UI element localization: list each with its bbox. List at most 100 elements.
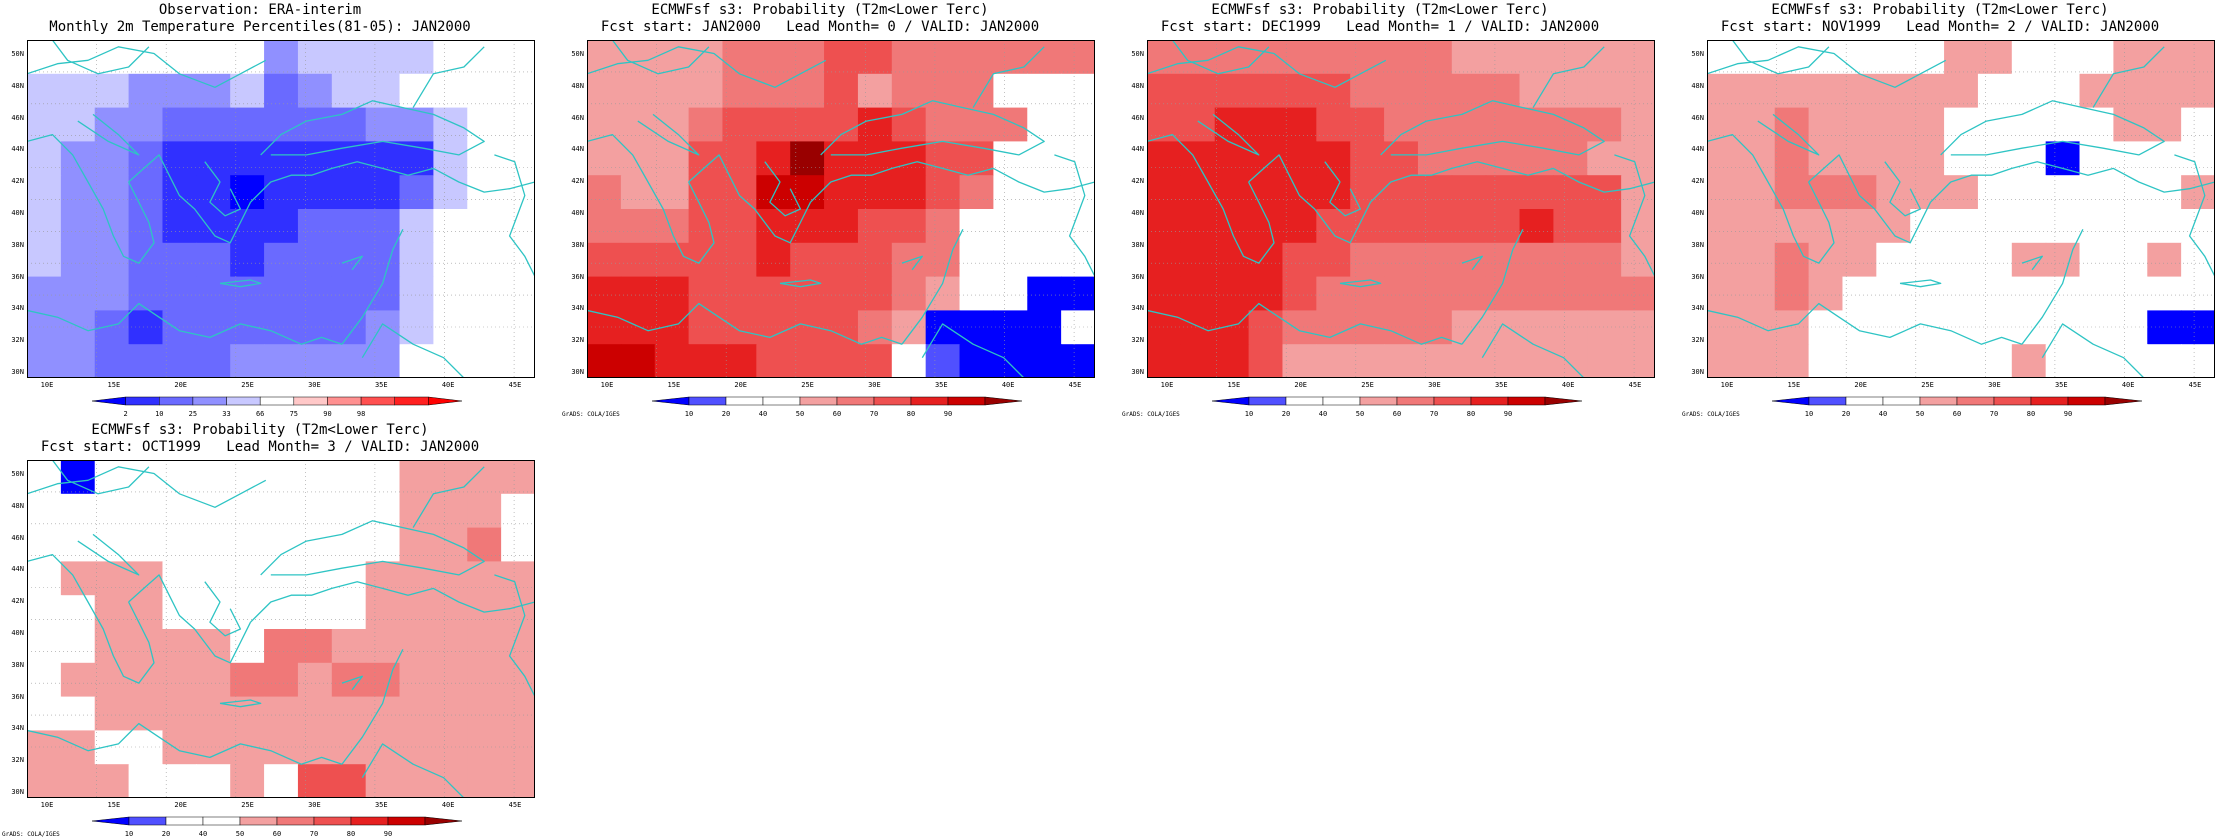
grid-cell: [128, 662, 164, 698]
grid-cell: [162, 730, 197, 765]
colorbar-segment: [2104, 396, 2143, 406]
grid-cell: [654, 242, 690, 278]
grid-cell: [1621, 276, 1655, 311]
grid-cell: [587, 344, 622, 378]
grid-cell: [399, 344, 434, 378]
grid-cell: [94, 527, 130, 562]
grid-cell: [433, 175, 468, 210]
lat-label: 48N: [1131, 81, 1144, 90]
grid-cell: [162, 493, 197, 529]
grid-cell: [433, 141, 468, 176]
grid-cell: [196, 527, 231, 562]
grid-cell: [2147, 276, 2182, 311]
coastline: [219, 279, 262, 288]
grid-cell: [587, 209, 622, 244]
map-panel-lead0: ECMWFsf s3: Probability (T2m<Lower Terc)…: [560, 0, 1120, 420]
grid-cell: [433, 527, 468, 562]
grid-cell: [230, 460, 265, 495]
lat-label: 40N: [11, 629, 24, 637]
grid-cell: [467, 561, 502, 596]
grid-cell: [2045, 242, 2081, 278]
grid-cell: [1384, 344, 1419, 378]
grid-cell: [399, 595, 434, 630]
coastline: [27, 133, 155, 264]
grid-cell: [433, 595, 468, 630]
coastline: [921, 323, 1025, 378]
lat-label: 50N: [1131, 50, 1144, 58]
coastline: [2021, 255, 2043, 271]
grid-cell: [925, 73, 961, 109]
grid-cell: [27, 276, 62, 311]
grid-cell: [1180, 344, 1216, 378]
grid-cell: [2011, 107, 2047, 142]
colorbar-label: 90: [944, 410, 952, 418]
grid-cell: [2011, 175, 2047, 210]
colorbar-label: 75: [290, 410, 298, 418]
grid-cell: [162, 40, 197, 75]
colorbar-segment: [984, 396, 1023, 406]
grid-cell: [60, 40, 96, 75]
grid-cell: [722, 107, 757, 142]
panel-title: Observation: ERA-interim: [158, 2, 362, 18]
lon-label: 10E: [40, 801, 54, 809]
grid-cell: [501, 73, 535, 109]
grid-cell: [297, 344, 333, 378]
grid-cell: [196, 276, 231, 311]
grid-cell: [128, 310, 164, 345]
grid-cell: [756, 209, 791, 244]
colorbar-segment: [91, 816, 130, 826]
colorbar-segment: [360, 396, 395, 406]
grid-cell: [824, 242, 859, 278]
lat-label: 32N: [11, 756, 24, 765]
lat-label: 32N: [1131, 336, 1144, 345]
grid-cell: [1587, 141, 1622, 176]
colorbar-label: 10: [155, 410, 163, 418]
grid-cell: [433, 493, 468, 529]
grid-cell: [1587, 242, 1622, 278]
grid-cell: [1061, 242, 1095, 278]
map-frame: [587, 40, 1095, 378]
grid-cell: [230, 764, 265, 798]
grid-cell: [1707, 73, 1742, 109]
grid-cell: [196, 629, 231, 664]
lat-label: 30N: [1131, 368, 1144, 376]
lat-label: 42N: [1691, 177, 1704, 186]
grid-cell: [1944, 242, 1979, 278]
grid-cell: [1519, 310, 1554, 345]
lat-label: 38N: [11, 240, 24, 249]
grid-cell: [196, 209, 231, 244]
colorbar-segment: [327, 396, 362, 406]
colorbar-segment: [428, 396, 463, 406]
lat-label: 30N: [11, 368, 24, 376]
lon-label: 45E: [508, 381, 522, 389]
grid-cell: [1621, 40, 1655, 75]
grid-cell: [688, 344, 724, 378]
grid-cell: [1977, 175, 2013, 210]
grid-cell: [2181, 175, 2215, 210]
coastline: [77, 533, 140, 576]
colorbar-label: 25: [189, 410, 197, 418]
lat-label: 48N: [11, 501, 24, 510]
colorbar-segment: [799, 396, 838, 406]
grid-cell: [264, 730, 299, 765]
grid-cell: [1707, 175, 1742, 210]
grid-cell: [824, 107, 859, 142]
grid-cell: [297, 493, 333, 529]
coastline: [820, 100, 1045, 156]
grid-cell: [824, 344, 859, 378]
grid-cell: [2045, 40, 2081, 75]
grid-cell: [365, 595, 401, 630]
lon-label: 45E: [508, 801, 522, 809]
grid-cell: [1977, 40, 2013, 75]
grid-cell: [891, 310, 927, 345]
grid-cell: [331, 40, 367, 75]
colorbar-label: 90: [1504, 410, 1512, 418]
grid-cell: [1248, 276, 1284, 311]
grid-cell: [128, 493, 164, 529]
grid-cell: [2147, 242, 2182, 278]
grid-cell: [1282, 141, 1317, 176]
colorbar-segment: [1808, 396, 1847, 406]
lat-label: 44N: [11, 565, 24, 574]
coastline: [1339, 279, 1382, 288]
coastline: [972, 46, 1045, 108]
